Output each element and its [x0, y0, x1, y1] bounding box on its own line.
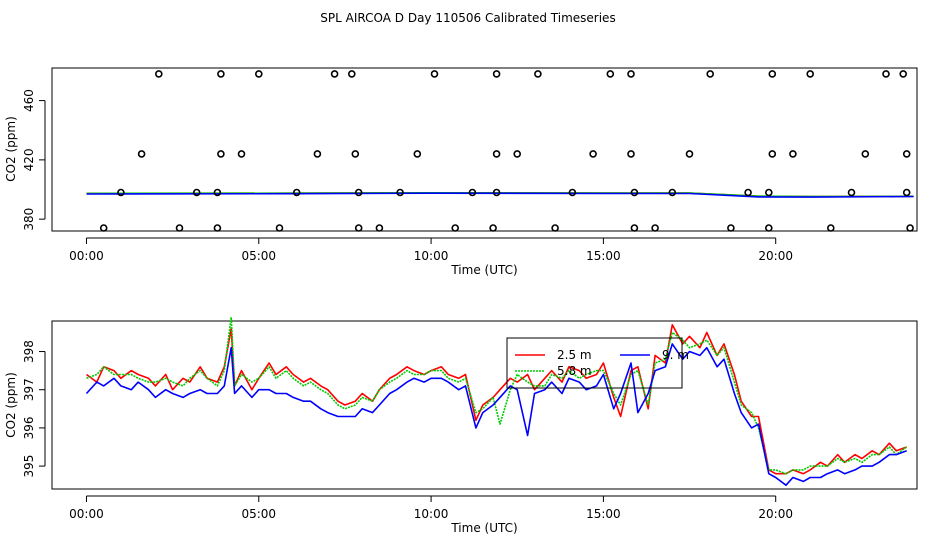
data-point: [347, 70, 356, 78]
data-point: [275, 224, 284, 232]
x-axis-label: Time (UTC): [450, 521, 517, 535]
y-axis-label: CO2 (ppm): [4, 116, 18, 182]
data-point: [217, 150, 225, 158]
x-tick-label: 05:00: [241, 249, 276, 263]
data-point: [117, 188, 125, 197]
data-point: [906, 224, 914, 232]
data-point: [534, 70, 542, 78]
data-point: [213, 188, 222, 197]
x-tick-label: 00:00: [69, 249, 104, 263]
data-point: [513, 150, 522, 158]
data-point: [630, 224, 639, 232]
series-line: [86, 324, 907, 475]
data-point: [768, 70, 777, 78]
panel-top: 00:00 05:00 10:00 15:00 20:00 Time (UTC) 380 42…: [4, 67, 918, 277]
y-tick-label: 420: [22, 148, 36, 171]
data-point: [568, 188, 577, 197]
data-point: [551, 224, 559, 232]
x-tick-label: 10:00: [414, 249, 449, 263]
data-point: [254, 70, 263, 78]
data-point: [744, 188, 752, 197]
data-point: [764, 188, 773, 197]
legend-label: 2.5 m: [557, 348, 592, 362]
data-point: [175, 224, 184, 232]
y-tick-label: 398: [22, 340, 36, 363]
data-point: [375, 224, 384, 232]
plot-frame: [51, 320, 918, 490]
x-axis-label: Time (UTC): [450, 263, 517, 277]
data-point: [630, 188, 639, 197]
y-tick-label: 460: [22, 89, 36, 112]
data-point: [492, 150, 501, 158]
data-point: [589, 150, 597, 158]
y-tick-label: 395: [22, 455, 36, 478]
data-point: [330, 70, 339, 78]
x-tick-label: 20:00: [758, 249, 793, 263]
data-point: [217, 70, 225, 78]
data-point: [651, 224, 659, 232]
data-point: [237, 150, 246, 158]
x-tick-label: 20:00: [758, 507, 793, 521]
series-line: [86, 192, 914, 198]
x-tick-label: 10:00: [414, 507, 449, 521]
data-point: [489, 224, 497, 232]
data-point: [354, 224, 363, 232]
data-point: [99, 224, 108, 232]
legend: 2.5 m 5.8 m 9. m: [506, 337, 689, 389]
x-tick-label: 00:00: [69, 507, 104, 521]
data-point: [789, 150, 797, 158]
data-point: [826, 224, 835, 232]
data-point: [685, 150, 694, 158]
legend-box: [506, 337, 683, 389]
series-line: [85, 343, 907, 486]
data-point: [354, 188, 363, 197]
data-point: [155, 70, 163, 78]
data-point: [492, 70, 501, 78]
data-point: [192, 188, 201, 197]
data-point: [902, 188, 911, 197]
y-tick-label: 396: [22, 416, 36, 439]
data-point: [706, 70, 715, 78]
data-point: [768, 150, 777, 158]
legend-label: 9. m: [662, 348, 689, 362]
y-tick-label: 380: [22, 208, 36, 231]
legend-label: 5.8 m: [557, 364, 592, 378]
data-point: [396, 188, 404, 197]
panel-bottom: 00:00 05:00 10:00 15:00 20:00 Time (UTC) 395 39…: [4, 316, 918, 535]
data-point: [627, 70, 635, 78]
data-point: [902, 150, 911, 158]
data-point: [861, 150, 870, 158]
data-point: [468, 188, 477, 197]
data-point: [899, 70, 908, 78]
data-point: [413, 150, 422, 158]
x-tick-label: 15:00: [586, 249, 621, 263]
data-point: [764, 224, 773, 232]
data-point: [451, 224, 460, 232]
data-point: [668, 188, 677, 197]
data-point: [847, 188, 856, 197]
data-point: [430, 70, 439, 78]
y-tick-label: 397: [22, 378, 36, 401]
data-point: [806, 70, 815, 78]
data-point: [492, 188, 501, 197]
chart-title: SPL AIRCOA D Day 110506 Calibrated Times…: [320, 11, 615, 25]
data-point: [606, 70, 615, 78]
data-point: [313, 150, 322, 158]
data-point: [292, 188, 301, 197]
plot-frame: [51, 67, 918, 232]
x-tick-label: 05:00: [241, 507, 276, 521]
data-point: [137, 150, 146, 158]
data-point: [213, 224, 222, 232]
series-line: [86, 316, 908, 475]
data-point: [727, 224, 735, 232]
x-tick-label: 15:00: [586, 507, 621, 521]
data-point: [882, 70, 890, 78]
data-point: [351, 150, 360, 158]
data-point: [627, 150, 635, 158]
y-axis-label: CO2 (ppm): [4, 372, 18, 438]
